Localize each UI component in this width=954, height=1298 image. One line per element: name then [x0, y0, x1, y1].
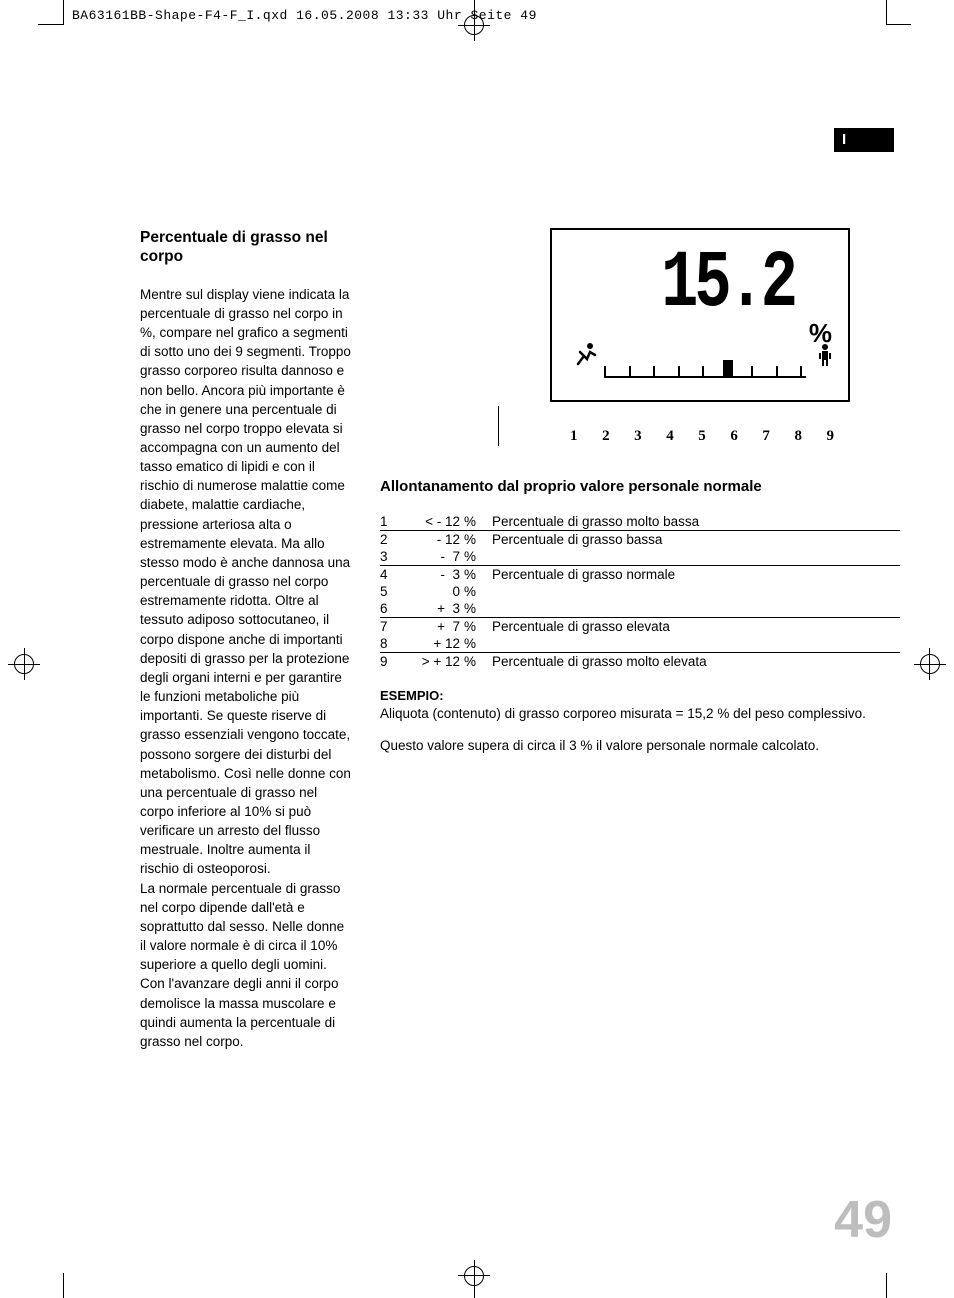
crop-mark: [63, 0, 64, 25]
body-text: Mentre sul display viene indicata la per…: [140, 285, 352, 1051]
registration-mark: [458, 25, 490, 26]
left-column: Percentuale di grasso nel corpo Mentre s…: [140, 228, 352, 1051]
row-value: < - 12: [404, 513, 464, 531]
pointer-line: [498, 406, 499, 446]
segment-tick: [678, 366, 680, 378]
table-row: 50%: [380, 583, 900, 600]
runner-icon: [576, 342, 598, 372]
example-text-1: Aliquota (contenuto) di grasso corporeo …: [380, 705, 900, 724]
row-desc: Percentuale di grasso bassa: [492, 530, 900, 548]
row-index: 5: [380, 583, 404, 600]
language-tab: I: [834, 128, 894, 152]
row-desc: [492, 583, 900, 600]
row-index: 1: [380, 513, 404, 531]
row-value: 0: [404, 583, 464, 600]
segment-tick: [751, 366, 753, 378]
scale-label: 9: [827, 428, 835, 445]
row-unit: %: [464, 565, 492, 583]
row-unit: %: [464, 530, 492, 548]
example-heading: ESEMPIO:: [380, 688, 900, 703]
crop-mark: [886, 24, 911, 25]
row-desc: [492, 635, 900, 653]
registration-mark: [458, 1275, 490, 1276]
row-index: 8: [380, 635, 404, 653]
row-unit: %: [464, 635, 492, 653]
registration-mark: [914, 664, 946, 665]
registration-mark: [474, 1260, 475, 1292]
language-tab-label: I: [842, 131, 846, 148]
page-content: Percentuale di grasso nel corpo Mentre s…: [140, 228, 900, 1051]
crop-mark: [63, 1273, 64, 1298]
row-desc: [492, 548, 900, 566]
table-title: Allontanamento dal proprio valore person…: [380, 477, 900, 497]
row-value: - 7: [404, 548, 464, 566]
row-unit: %: [464, 583, 492, 600]
crop-mark: [38, 24, 63, 25]
row-index: 2: [380, 530, 404, 548]
scale-label: 8: [794, 428, 802, 445]
scale-label: 1: [570, 428, 578, 445]
table-row: 7+ 7%Percentuale di grasso elevata: [380, 617, 900, 635]
segment-tick: [800, 366, 802, 378]
segment-scale: [580, 348, 826, 378]
table-row: 3- 7%: [380, 548, 900, 566]
crop-mark: [886, 0, 887, 25]
print-header: BA63161BB-Shape-F4-F_I.qxd 16.05.2008 13…: [72, 8, 537, 23]
crop-mark: [886, 1273, 887, 1298]
scale-label: 2: [602, 428, 610, 445]
row-value: + 7: [404, 617, 464, 635]
row-value: > + 12: [404, 652, 464, 670]
scale-label: 7: [762, 428, 770, 445]
row-unit: %: [464, 600, 492, 618]
table-row: 6+ 3%: [380, 600, 900, 618]
scale-label: 6: [730, 428, 738, 445]
segment-tick: [723, 360, 733, 378]
row-index: 3: [380, 548, 404, 566]
row-value: - 12: [404, 530, 464, 548]
row-index: 6: [380, 600, 404, 618]
row-desc: Percentuale di grasso elevata: [492, 617, 900, 635]
scale-label: 4: [666, 428, 674, 445]
deviation-table: 1< - 12%Percentuale di grasso molto bass…: [380, 513, 900, 670]
segment-tick: [629, 366, 631, 378]
row-index: 4: [380, 565, 404, 583]
row-unit: %: [464, 513, 492, 531]
lcd-value: 15.2: [661, 237, 794, 329]
registration-mark: [8, 664, 40, 665]
right-column: 15.2 % 123456789 Allontanamento dal prop…: [380, 228, 900, 1051]
example-text-2: Questo valore supera di circa il 3 % il …: [380, 737, 900, 756]
row-unit: %: [464, 652, 492, 670]
table-row: 2- 12%Percentuale di grasso bassa: [380, 530, 900, 548]
scale-labels: 1 2 3 4 5 6 7 8 9: [556, 428, 848, 445]
row-value: - 3: [404, 565, 464, 583]
row-value: + 3: [404, 600, 464, 618]
lcd-display: 15.2 %: [550, 228, 850, 402]
person-icon: [818, 344, 832, 371]
row-value: + 12: [404, 635, 464, 653]
table-row: 4- 3%Percentuale di grasso normale: [380, 565, 900, 583]
segment-tick: [653, 366, 655, 378]
row-index: 7: [380, 617, 404, 635]
table-row: 9> + 12%Percentuale di grasso molto elev…: [380, 652, 900, 670]
row-unit: %: [464, 548, 492, 566]
section-title: Percentuale di grasso nel corpo: [140, 228, 352, 267]
segment-tick: [776, 366, 778, 378]
scale-label: 5: [698, 428, 706, 445]
segment-tick: [702, 366, 704, 378]
table-row: 8+ 12%: [380, 635, 900, 653]
segment-tick: [604, 366, 606, 378]
row-index: 9: [380, 652, 404, 670]
row-unit: %: [464, 617, 492, 635]
row-desc: Percentuale di grasso molto elevata: [492, 652, 900, 670]
table-row: 1< - 12%Percentuale di grasso molto bass…: [380, 513, 900, 531]
row-desc: Percentuale di grasso molto bassa: [492, 513, 900, 531]
row-desc: [492, 600, 900, 618]
row-desc: Percentuale di grasso normale: [492, 565, 900, 583]
page-number: 49: [834, 1190, 892, 1250]
scale-label: 3: [634, 428, 642, 445]
